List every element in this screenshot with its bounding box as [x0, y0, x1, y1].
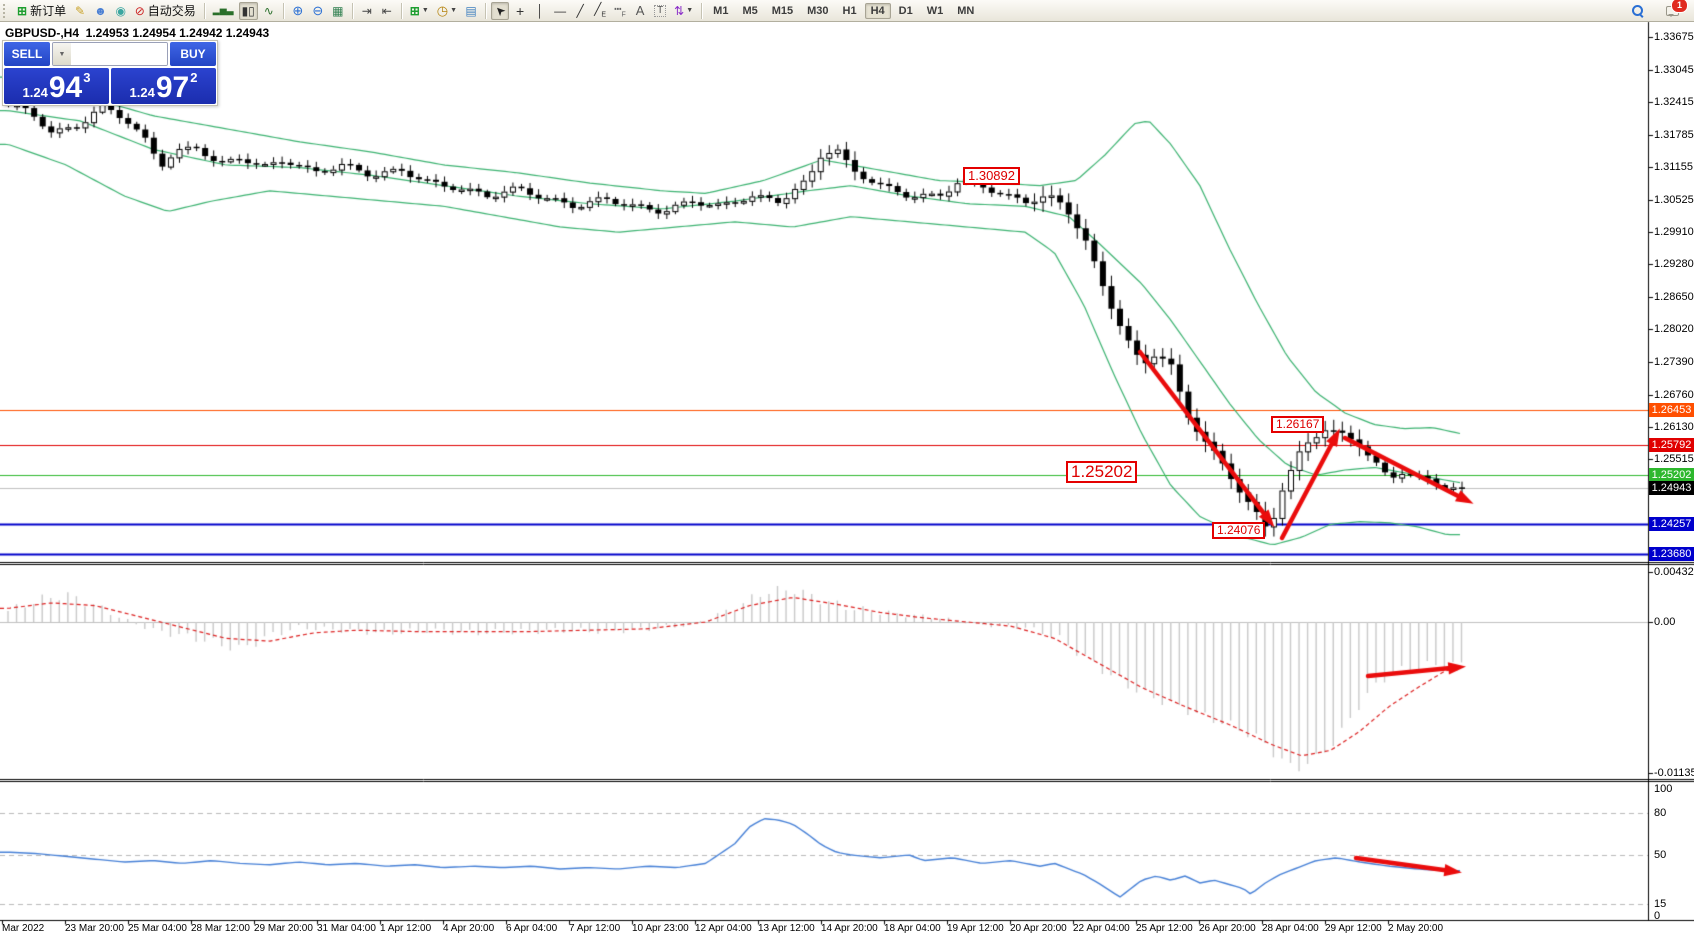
chart-shift-button[interactable]: ⇤ — [378, 2, 396, 20]
cursor-button[interactable]: ➤ — [491, 1, 510, 20]
toolbar-grip[interactable] — [3, 3, 9, 18]
notifications-button[interactable]: 1 — [1663, 0, 1688, 20]
symbol-header: GBPUSD-,H4 1.24953 1.24954 1.24942 1.249… — [5, 26, 270, 40]
trendline-icon: ╱ — [576, 3, 584, 18]
templates-button[interactable]: ▤ — [462, 2, 480, 20]
buy-button[interactable]: BUY — [170, 42, 216, 66]
auto-trading-button[interactable]: ⊘ 自动交易 — [132, 2, 199, 20]
trendline-button[interactable]: ╱ — [571, 2, 589, 20]
text-icon: A — [635, 3, 645, 18]
timeframe-mn-button[interactable]: MN — [957, 4, 975, 17]
timeframe-m1-button[interactable]: M1 — [713, 4, 729, 17]
vertical-line-button[interactable]: │ — [531, 2, 549, 20]
sell-price-big: 94 — [48, 71, 83, 104]
auto-trading-label: 自动交易 — [147, 4, 196, 18]
volume-stepper: ▼ ▲ — [52, 42, 168, 66]
sell-price-small: 1.24 — [22, 85, 48, 100]
chevron-down-icon: ▼ — [421, 7, 429, 14]
toolbar: ⊞ 新订单 ✎ ☻ ◉ ⊘ 自动交易 ▂▅▃ ▮▯ ∿ ⊕ ⊖ ▦ ⇥ ⇤ ⊞ ▼… — [0, 0, 1694, 22]
sell-button[interactable]: SELL — [4, 42, 50, 66]
toolbar-separator — [485, 2, 487, 19]
vertical-line-icon: │ — [536, 3, 544, 18]
line-chart-icon: ∿ — [263, 3, 274, 18]
timeframe-d1-button[interactable]: D1 — [898, 4, 913, 17]
sell-price-display[interactable]: 1.24 94 3 — [4, 68, 109, 104]
toolbar-separator — [701, 2, 703, 19]
auto-trading-icon: ⊘ — [134, 3, 145, 18]
timeframe-w1-button[interactable]: W1 — [926, 4, 944, 17]
search-icon — [1631, 5, 1644, 18]
bar-chart-icon: ▂▅▃ — [212, 5, 234, 15]
tile-windows-icon: ▦ — [332, 3, 344, 18]
chevron-down-icon: ▼ — [686, 7, 694, 14]
add-indicator-icon: ⊞ — [409, 3, 420, 18]
zoom-out-button[interactable]: ⊖ — [309, 2, 327, 20]
new-order-button[interactable]: ⊞ 新订单 — [14, 2, 69, 20]
one-click-trading-panel: SELL ▼ ▲ BUY 1.24 94 3 1.24 97 2 — [2, 40, 218, 106]
volume-input[interactable] — [71, 43, 167, 65]
timeframe-m5-button[interactable]: M5 — [742, 4, 758, 17]
signal-icon: ◉ — [115, 3, 126, 18]
timeframe-toolbar: M1 M5 M15 M30 H1 H4 D1 W1 MN — [706, 2, 981, 19]
timeframe-m15-button[interactable]: M15 — [771, 4, 794, 17]
zoom-out-icon: ⊖ — [312, 3, 324, 18]
bar-chart-button[interactable]: ▂▅▃ — [210, 2, 237, 20]
signal-button[interactable]: ◉ — [112, 2, 130, 20]
auto-scroll-button[interactable]: ⇥ — [358, 2, 376, 20]
periods-clock-icon: ◷ — [436, 3, 449, 18]
crosshair-icon: + — [515, 2, 525, 19]
timeframe-m30-button[interactable]: M30 — [807, 4, 829, 17]
text-label-button[interactable]: T — [651, 2, 669, 20]
text-label-icon: T — [654, 4, 667, 17]
horizontal-line-button[interactable]: — — [551, 2, 569, 20]
periods-button[interactable]: ◷ ▼ — [434, 2, 460, 20]
fibonacci-button[interactable]: ┅F — [611, 2, 629, 20]
timeframe-h1-button[interactable]: H1 — [842, 4, 857, 17]
profile-icon: ☻ — [94, 3, 107, 18]
cursor-icon: ➤ — [491, 1, 509, 20]
highlighter-button[interactable]: ✎ — [71, 2, 89, 20]
equidistant-channel-button[interactable]: ╱E — [591, 2, 609, 20]
line-chart-button[interactable]: ∿ — [260, 2, 278, 20]
candlestick-chart-button[interactable]: ▮▯ — [238, 1, 258, 20]
add-indicator-button[interactable]: ⊞ ▼ — [407, 2, 432, 20]
buy-price-big: 97 — [155, 71, 190, 104]
equidistant-channel-icon: ╱E — [594, 1, 607, 19]
buy-price-sup: 2 — [190, 70, 198, 85]
arrows-button[interactable]: ⇅ ▼ — [671, 2, 696, 20]
toolbar-separator — [203, 2, 205, 19]
auto-scroll-icon: ⇥ — [361, 3, 372, 18]
new-order-icon: ⊞ — [17, 3, 28, 18]
crosshair-button[interactable]: + — [511, 2, 529, 20]
tile-windows-button[interactable]: ▦ — [329, 2, 347, 20]
volume-decrease-button[interactable]: ▼ — [53, 43, 71, 65]
toolbar-separator — [282, 2, 284, 19]
buy-price-display[interactable]: 1.24 97 2 — [111, 68, 216, 104]
timeframe-h4-button[interactable]: H4 — [864, 2, 891, 19]
candlestick-chart-icon: ▮▯ — [241, 3, 255, 18]
toolbar-separator — [351, 2, 353, 19]
horizontal-line-icon: — — [554, 3, 567, 18]
text-button[interactable]: A — [631, 2, 649, 20]
search-button[interactable] — [1628, 2, 1646, 20]
highlighter-icon: ✎ — [75, 3, 86, 18]
zoom-in-button[interactable]: ⊕ — [289, 2, 307, 20]
fibonacci-icon: ┅F — [614, 1, 626, 19]
sell-price-sup: 3 — [83, 70, 91, 85]
template-icon: ▤ — [465, 3, 477, 18]
new-order-label: 新订单 — [30, 4, 67, 18]
buy-price-small: 1.24 — [129, 85, 155, 100]
chart-shift-icon: ⇤ — [381, 3, 392, 18]
chevron-down-icon: ▼ — [450, 7, 458, 14]
zoom-in-icon: ⊕ — [292, 3, 304, 18]
toolbar-separator — [400, 2, 402, 19]
notification-badge: 1 — [1671, 0, 1688, 13]
profile-button[interactable]: ☻ — [91, 2, 110, 20]
arrows-icon: ⇅ — [674, 3, 685, 18]
